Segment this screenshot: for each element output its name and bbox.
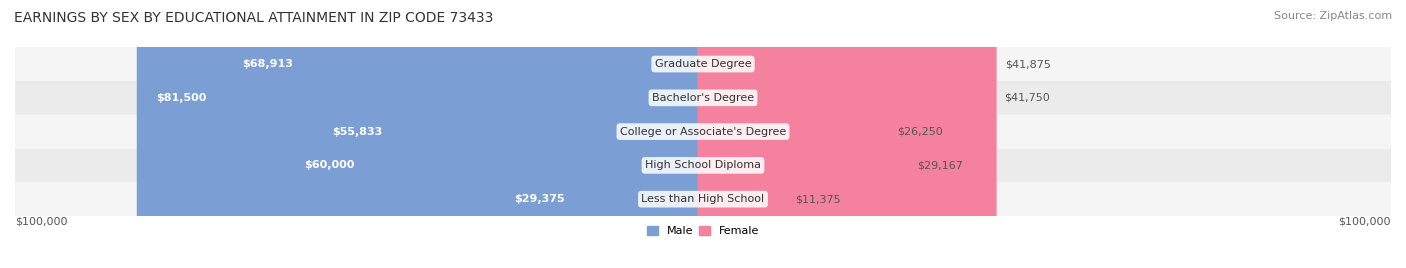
Text: High School Diploma: High School Diploma (645, 160, 761, 170)
Text: $26,250: $26,250 (897, 126, 943, 137)
Text: $29,375: $29,375 (515, 194, 565, 204)
Text: $100,000: $100,000 (15, 216, 67, 226)
Text: Bachelor's Degree: Bachelor's Degree (652, 93, 754, 103)
Legend: Male, Female: Male, Female (643, 222, 763, 241)
Text: $41,875: $41,875 (1005, 59, 1050, 69)
Text: EARNINGS BY SEX BY EDUCATIONAL ATTAINMENT IN ZIP CODE 73433: EARNINGS BY SEX BY EDUCATIONAL ATTAINMEN… (14, 11, 494, 25)
FancyBboxPatch shape (136, 0, 709, 268)
Text: Source: ZipAtlas.com: Source: ZipAtlas.com (1274, 11, 1392, 21)
Text: $100,000: $100,000 (1339, 216, 1391, 226)
FancyBboxPatch shape (15, 81, 1391, 115)
FancyBboxPatch shape (15, 47, 1391, 81)
Text: $41,750: $41,750 (1004, 93, 1050, 103)
Text: $68,913: $68,913 (243, 59, 294, 69)
FancyBboxPatch shape (284, 0, 709, 268)
FancyBboxPatch shape (15, 115, 1391, 148)
FancyBboxPatch shape (697, 0, 997, 268)
FancyBboxPatch shape (15, 182, 1391, 216)
Text: Graduate Degree: Graduate Degree (655, 59, 751, 69)
Text: College or Associate's Degree: College or Associate's Degree (620, 126, 786, 137)
FancyBboxPatch shape (697, 0, 910, 268)
FancyBboxPatch shape (495, 0, 709, 268)
Text: Less than High School: Less than High School (641, 194, 765, 204)
FancyBboxPatch shape (224, 0, 709, 268)
Text: $55,833: $55,833 (333, 126, 382, 137)
FancyBboxPatch shape (314, 0, 709, 268)
Text: $11,375: $11,375 (794, 194, 841, 204)
Text: $60,000: $60,000 (304, 160, 354, 170)
FancyBboxPatch shape (697, 0, 995, 268)
FancyBboxPatch shape (697, 0, 787, 268)
Text: $81,500: $81,500 (156, 93, 207, 103)
Text: $29,167: $29,167 (918, 160, 963, 170)
FancyBboxPatch shape (697, 0, 889, 268)
FancyBboxPatch shape (15, 148, 1391, 182)
